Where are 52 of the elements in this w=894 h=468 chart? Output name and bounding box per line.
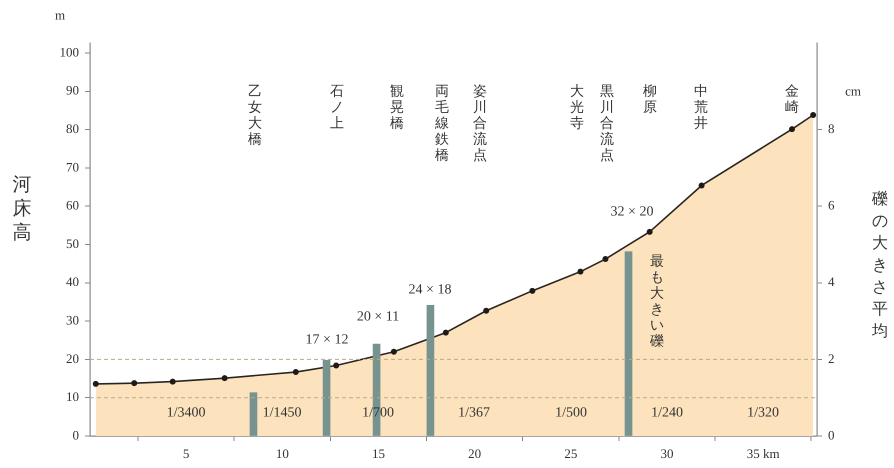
annotation: 1/320	[747, 406, 779, 421]
annotation: 最も大きい礫	[649, 254, 664, 350]
y2-axis-title: 礫の大きさ平均	[871, 190, 888, 340]
annotation: 20 × 11	[356, 310, 400, 325]
x-tick-label: 25	[564, 446, 578, 462]
y-tick-label: 80	[66, 120, 79, 136]
annotation: 大光寺	[570, 84, 584, 132]
annotation: 1/500	[555, 406, 587, 421]
annotation: 17 × 12	[306, 332, 348, 348]
annotation: 1/240	[651, 406, 683, 421]
y2-tick-label: 6	[828, 198, 835, 213]
annotation: 両毛線鉄橋	[434, 84, 449, 164]
y2-tick-label: 2	[828, 350, 834, 366]
annotation: 金崎	[785, 84, 799, 116]
annotation: 中荒井	[694, 84, 708, 132]
x-tick-label: 35 km	[746, 446, 780, 462]
y-tick-label: 30	[66, 312, 79, 328]
y-tick-label: 100	[60, 44, 79, 60]
y-axis-title: 河床高	[12, 174, 32, 244]
x-tick-label: 30	[660, 446, 674, 462]
bar	[426, 305, 434, 436]
y-tick-label: 20	[66, 350, 79, 366]
text: cm	[845, 83, 861, 98]
annotation: 柳原	[643, 84, 657, 116]
annotation: 24 × 18	[408, 282, 452, 298]
annotation: 1/1450	[262, 406, 302, 421]
y-tick-label: 40	[66, 274, 79, 290]
x-tick-label: 5	[182, 446, 190, 462]
x-tick-label: 15	[372, 446, 385, 462]
annotation: 石ノ上	[330, 84, 344, 132]
y2-tick-label: 4	[828, 274, 835, 290]
annotation: 32 × 20	[610, 204, 654, 220]
bar	[624, 251, 632, 436]
x-tick-label: 20	[468, 446, 482, 462]
annotation: 観晃橋	[390, 84, 404, 132]
y-tick-label: 90	[66, 82, 79, 98]
y2-tick-label: 8	[828, 120, 834, 136]
annotation: 1/367	[458, 406, 490, 421]
bar	[250, 392, 258, 436]
annotation: 姿川合流点	[473, 84, 487, 164]
y-tick-label: 60	[66, 198, 79, 213]
y-tick-label: 50	[66, 236, 79, 251]
y-tick-label: 10	[66, 389, 79, 404]
annotation: 黒川合流点	[600, 84, 614, 164]
text: m	[54, 7, 66, 22]
y2-tick-label: 0	[828, 427, 834, 442]
y-tick-label: 70	[66, 159, 79, 174]
bar	[322, 360, 330, 436]
annotation: 乙女大橋	[248, 84, 262, 148]
x-tick-label: 10	[276, 446, 289, 462]
annotation: 1/3400	[166, 406, 206, 421]
y-tick-label: 0	[72, 427, 79, 442]
